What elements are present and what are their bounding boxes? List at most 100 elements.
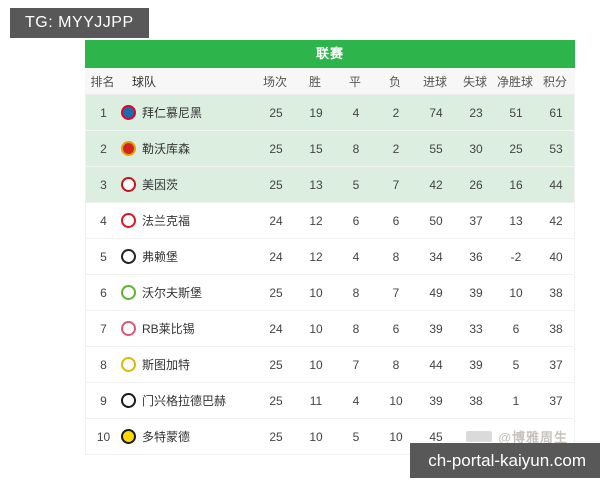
league-title-bar: 联赛: [85, 40, 575, 68]
win-cell: 15: [309, 141, 323, 156]
rank-cell: 8: [100, 357, 107, 372]
rank-cell: 1: [100, 105, 107, 120]
loss-cell: 6: [392, 321, 400, 336]
column-header-2: 场次: [262, 74, 287, 89]
draw-cell: 6: [352, 213, 360, 228]
team-name: RB莱比锡: [142, 322, 195, 336]
table-row[interactable]: 6 沃尔夫斯堡 25 10 8 7 49 39 10 38: [86, 274, 574, 310]
loss-cell: 8: [392, 357, 400, 372]
draw-cell: 5: [352, 177, 360, 192]
played-cell: 25: [269, 357, 283, 372]
played-cell: 24: [269, 249, 283, 264]
gf-cell: 74: [429, 105, 443, 120]
loss-cell: 8: [392, 249, 400, 264]
win-cell: 12: [309, 249, 323, 264]
draw-cell: 8: [352, 141, 360, 156]
played-cell: 25: [269, 141, 283, 156]
table-row[interactable]: 2 勒沃库森 25 15 8 2 55 30 25 53: [86, 130, 574, 166]
team-crest-icon: [121, 105, 136, 120]
table-row[interactable]: 9 门兴格拉德巴赫 25 11 4 10 39 38 1 37: [86, 382, 574, 418]
column-header-1: 球队: [132, 74, 157, 89]
pts-cell: 37: [549, 393, 563, 408]
loss-cell: 10: [389, 393, 403, 408]
gd-cell: -2: [510, 249, 522, 264]
table-row[interactable]: 7 RB莱比锡 24 10 8 6 39 33 6 38: [86, 310, 574, 346]
pts-cell: 38: [549, 285, 563, 300]
gf-cell: 44: [429, 357, 443, 372]
column-header-4: 平: [348, 74, 361, 89]
team-cell: 沃尔夫斯堡: [121, 284, 256, 301]
gf-cell: 49: [429, 285, 443, 300]
column-header-0: 排名: [90, 74, 115, 89]
draw-cell: 4: [352, 249, 360, 264]
gf-cell: 45: [429, 429, 443, 444]
loss-cell: 7: [392, 285, 400, 300]
team-cell: 弗赖堡: [121, 248, 256, 265]
played-cell: 25: [269, 429, 283, 444]
team-name: 拜仁慕尼黑: [142, 106, 203, 120]
gd-cell: 10: [509, 285, 523, 300]
rank-cell: 7: [100, 321, 107, 336]
draw-cell: 4: [352, 393, 360, 408]
team-name: 斯图加特: [142, 358, 191, 372]
team-crest-icon: [121, 393, 136, 408]
team-cell: 美因茨: [121, 176, 256, 193]
rank-cell: 6: [100, 285, 107, 300]
ga-cell: 33: [469, 321, 483, 336]
ga-cell: 38: [469, 393, 483, 408]
rank-cell: 9: [100, 393, 107, 408]
win-cell: 10: [309, 429, 323, 444]
league-table-card: 联赛 排名 球队 场次胜平负进球 失球 净胜球 积分 1 拜仁慕尼黑 25 19 4 2 74 23 51…: [85, 40, 575, 455]
team-cell: 多特蒙德: [121, 428, 256, 445]
ga-cell: 26: [469, 177, 483, 192]
ga-cell: 39: [469, 285, 483, 300]
team-name: 门兴格拉德巴赫: [142, 394, 227, 408]
played-cell: 24: [269, 321, 283, 336]
played-cell: 24: [269, 213, 283, 228]
gf-cell: 50: [429, 213, 443, 228]
gd-cell: 13: [509, 213, 523, 228]
ga-cell: 37: [469, 213, 483, 228]
rank-cell: 2: [100, 141, 107, 156]
team-name: 沃尔夫斯堡: [142, 286, 203, 300]
gd-cell: 6: [512, 321, 520, 336]
table-row[interactable]: 4 法兰克福 24 12 6 6 50 37 13 42: [86, 202, 574, 238]
ga-cell: 36: [469, 249, 483, 264]
table-row[interactable]: 8 斯图加特 25 10 7 8 44 39 5 37: [86, 346, 574, 382]
table-row[interactable]: 3 美因茨 25 13 5 7 42 26 16 44: [86, 166, 574, 202]
loss-cell: 6: [392, 213, 400, 228]
team-cell: 门兴格拉德巴赫: [121, 392, 256, 409]
pts-cell: 44: [549, 177, 563, 192]
pts-cell: 37: [549, 357, 563, 372]
team-crest-icon: [121, 213, 136, 228]
table-row[interactable]: 5 弗赖堡 24 12 4 8 34 36 -2 40: [86, 238, 574, 274]
played-cell: 25: [269, 105, 283, 120]
draw-cell: 5: [352, 429, 360, 444]
column-header-7: 失球: [462, 74, 487, 89]
column-header-8: 净胜球: [496, 74, 533, 89]
played-cell: 25: [269, 393, 283, 408]
blurred-patch: [466, 430, 493, 442]
rank-cell: 5: [100, 249, 107, 264]
draw-cell: 8: [352, 285, 360, 300]
pts-cell: 61: [549, 105, 563, 120]
team-cell: 拜仁慕尼黑: [121, 104, 256, 121]
team-cell: 法兰克福: [121, 212, 256, 229]
played-cell: 25: [269, 285, 283, 300]
table-header-row: 排名 球队 场次 胜 平 负 进球 失球 净胜球 积分: [85, 68, 575, 95]
ga-cell: 30: [469, 141, 483, 156]
win-cell: 11: [309, 393, 323, 408]
gf-cell: 34: [429, 249, 443, 264]
tg-watermark-badge: TG: MYYJJPP: [10, 8, 149, 38]
gd-cell: 25: [509, 141, 523, 156]
table-row[interactable]: 1 拜仁慕尼黑 25 19 4 2 74 23 51 61: [86, 95, 574, 130]
draw-cell: 7: [352, 357, 360, 372]
win-cell: 10: [309, 321, 323, 336]
ga-cell: 39: [469, 357, 483, 372]
team-crest-icon: [121, 177, 136, 192]
team-crest-icon: [121, 141, 136, 156]
rank-cell: 4: [100, 213, 107, 228]
pts-cell: 40: [549, 249, 563, 264]
column-header-5: 负: [388, 74, 401, 89]
team-crest-icon: [121, 249, 136, 264]
